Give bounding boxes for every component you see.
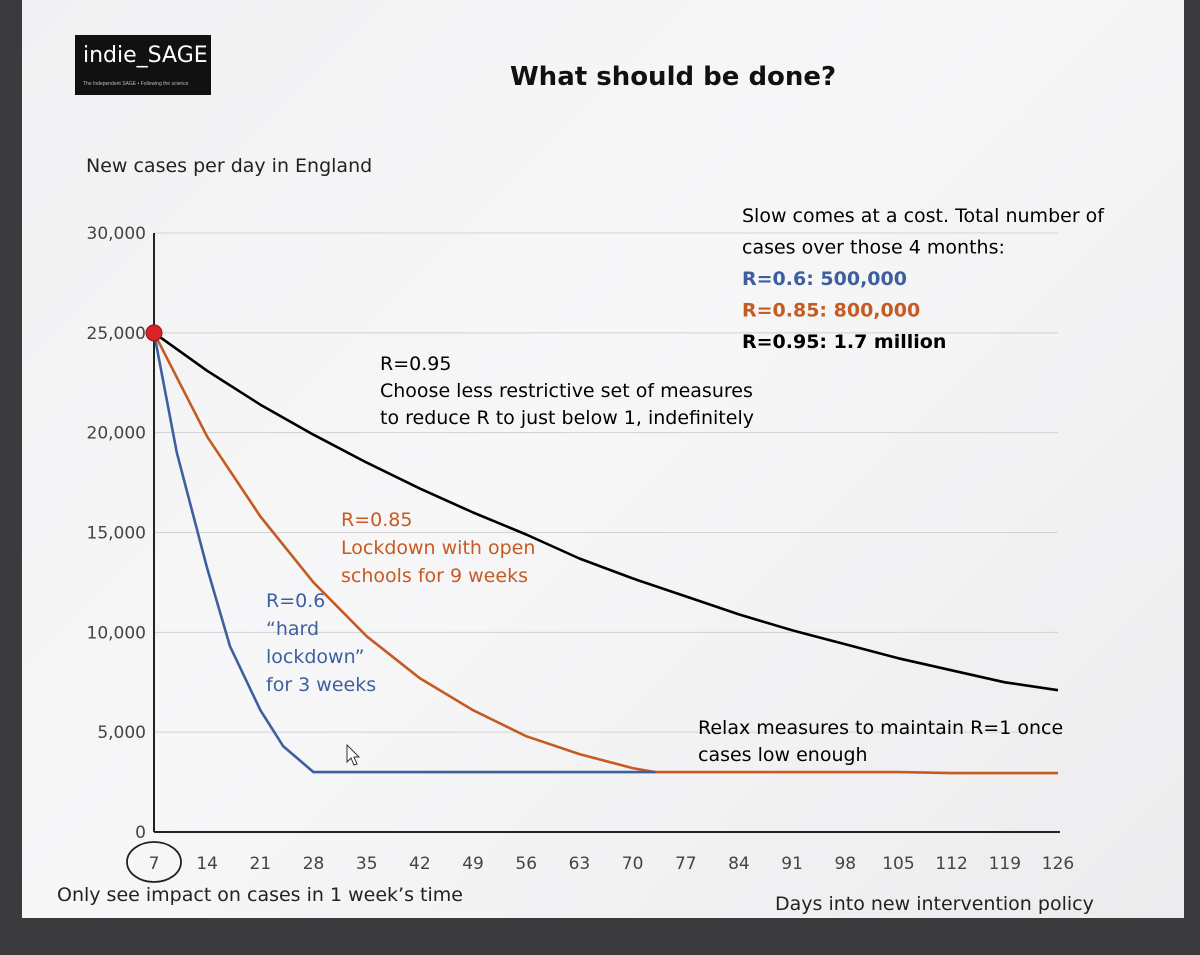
x-tick-label: 84 — [728, 854, 750, 874]
x-tick-label: 105 — [882, 854, 914, 874]
x-tick-label: 28 — [303, 854, 325, 874]
annotation-r095: to reduce R to just below 1, indefinitel… — [380, 407, 754, 429]
annotation-r06: for 3 weeks — [266, 674, 376, 696]
y-tick-label: 10,000 — [87, 623, 146, 643]
cost-box-line: cases over those 4 months: — [742, 237, 1005, 259]
x-tick-label: 56 — [515, 854, 537, 874]
cost-box-line: Slow comes at a cost. Total number of — [742, 205, 1105, 227]
annotation-r06: R=0.6 — [266, 590, 325, 612]
x-tick-label: 14 — [196, 854, 218, 874]
slide-title: What should be done? — [510, 62, 837, 92]
cost-box-line: R=0.85: 800,000 — [742, 300, 920, 322]
x-tick-label: 35 — [356, 854, 378, 874]
x-tick-label: 49 — [462, 854, 484, 874]
annotation-r085: R=0.85 — [341, 509, 412, 531]
series-line-1 — [152, 332, 1058, 775]
x-tick-label: 77 — [675, 854, 697, 874]
annotation-relax: cases low enough — [698, 744, 868, 766]
x-tick-label: 98 — [834, 854, 856, 874]
logo-name: indie_SAGE — [83, 43, 208, 68]
annotation-r085: Lockdown with open — [341, 537, 535, 559]
cost-box-line: R=0.6: 500,000 — [742, 268, 907, 290]
slide: indie_SAGE The Independent SAGE • Follow… — [22, 0, 1184, 918]
cost-box-line: R=0.95: 1.7 million — [742, 331, 946, 353]
annotation-r095: Choose less restrictive set of measures — [380, 380, 753, 402]
annotation-r085: schools for 9 weeks — [341, 565, 528, 587]
x-tick-label: 126 — [1042, 854, 1074, 874]
x-tick-label: 7 — [149, 854, 160, 874]
indie-sage-logo: indie_SAGE The Independent SAGE • Follow… — [75, 35, 211, 95]
annotation-r06: lockdown” — [266, 646, 364, 668]
x-tick-label: 70 — [622, 854, 644, 874]
impact-note: Only see impact on cases in 1 week’s tim… — [57, 884, 463, 906]
logo-tagline: The Independent SAGE • Following the sci… — [83, 81, 189, 87]
y-tick-label: 20,000 — [87, 424, 146, 444]
y-tick-label: 15,000 — [87, 524, 146, 544]
y-tick-label: 5,000 — [97, 723, 146, 743]
x-axis-label: Days into new intervention policy — [775, 893, 1094, 915]
x-tick-label: 42 — [409, 854, 431, 874]
x-tick-label: 119 — [989, 854, 1021, 874]
series-line-2 — [152, 332, 656, 774]
annotation-r06: “hard — [266, 618, 319, 640]
x-tick-label: 21 — [250, 854, 272, 874]
x-tick-label: 91 — [781, 854, 803, 874]
annotation-r095: R=0.95 — [380, 353, 451, 375]
start-point-marker — [145, 324, 163, 342]
first-tick-circle — [126, 841, 182, 883]
y-tick-label: 25,000 — [87, 324, 146, 344]
cursor-icon — [346, 743, 361, 766]
series-line-0 — [153, 331, 1059, 692]
chart-title: New cases per day in England — [86, 155, 372, 177]
y-tick-label: 0 — [135, 823, 146, 843]
x-tick-label: 63 — [569, 854, 591, 874]
x-tick-label: 112 — [935, 854, 967, 874]
annotation-relax: Relax measures to maintain R=1 once — [698, 717, 1063, 739]
y-tick-label: 30,000 — [87, 224, 146, 244]
